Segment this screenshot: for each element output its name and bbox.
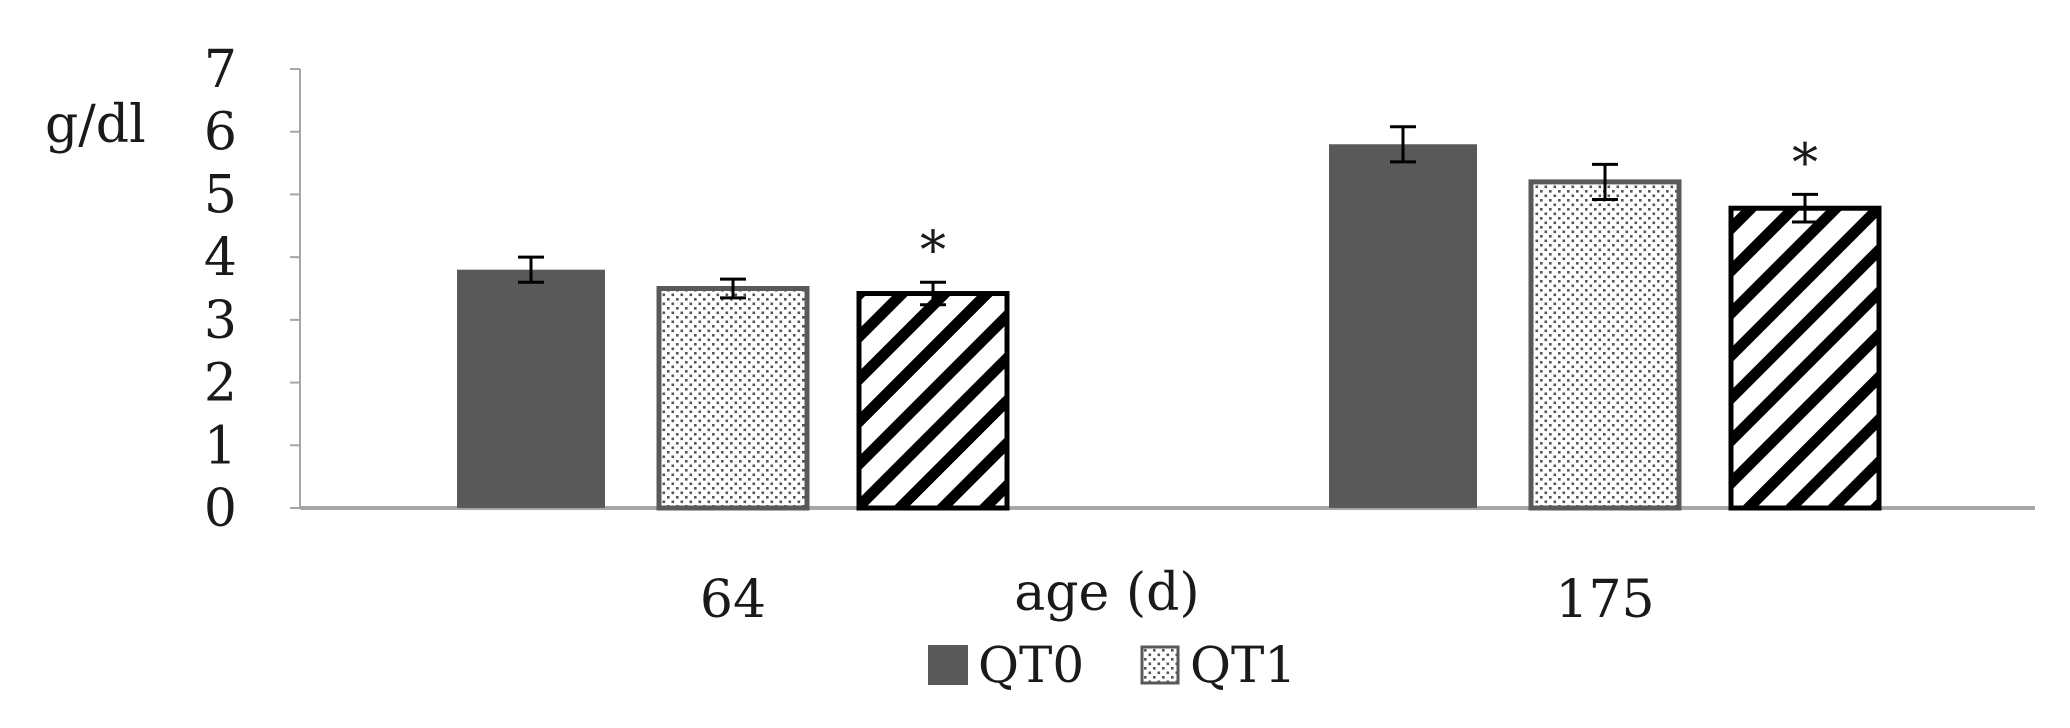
error-bar-series1-64	[518, 255, 544, 284]
significance-mark-64: *	[920, 221, 946, 281]
x-tick-label-64: 64	[700, 570, 766, 630]
y-axis-label: g/dl	[45, 95, 146, 155]
y-tick-label-4: 4	[204, 228, 237, 288]
y-tick-label-0: 0	[204, 479, 237, 539]
bar-series3-64	[856, 291, 1010, 511]
error-bar-series3-64	[920, 280, 946, 307]
y-tick-label-1: 1	[204, 416, 237, 476]
bars-group	[457, 144, 1882, 511]
error-bars-group	[518, 125, 1818, 307]
bar-series3-175	[1728, 205, 1882, 511]
x-axis-label: age (d)	[1014, 563, 1199, 623]
legend-swatch-qt0	[928, 645, 968, 685]
bar-series2-64	[656, 286, 810, 511]
y-tick-label-3: 3	[204, 291, 237, 351]
y-tick-label-7: 7	[204, 40, 237, 100]
significance-marks: **	[920, 133, 1818, 281]
legend: QT0 QT1	[928, 636, 1296, 694]
error-bar-series2-64	[720, 277, 746, 300]
error-bar-series2-175	[1592, 162, 1618, 201]
y-tick-label-6: 6	[204, 103, 237, 163]
x-tick-label-175: 175	[1555, 570, 1654, 630]
bar-series1-175	[1329, 144, 1477, 508]
error-bar-series1-175	[1390, 125, 1416, 164]
error-bar-series3-175	[1792, 192, 1818, 224]
bar-series2-175	[1528, 179, 1682, 511]
y-axis-ticks	[290, 68, 300, 509]
legend-label-qt1: QT1	[1190, 636, 1296, 694]
legend-swatch-qt1	[1140, 645, 1180, 685]
y-tick-label-2: 2	[204, 354, 237, 414]
bar-series1-64	[457, 269, 605, 508]
x-axis-tick-labels: 64 175	[700, 570, 1655, 630]
legend-label-qt0: QT0	[978, 636, 1084, 694]
significance-mark-175: *	[1792, 133, 1818, 193]
y-tick-label-5: 5	[204, 165, 237, 225]
